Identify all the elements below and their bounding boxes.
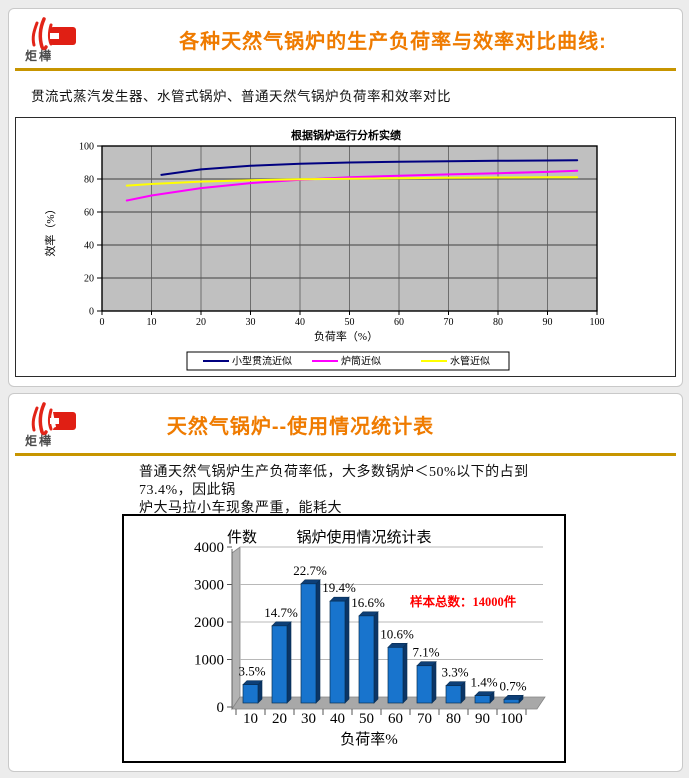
svg-text:件数: 件数: [227, 529, 257, 546]
svg-text:2000: 2000: [194, 615, 224, 631]
svg-text:40: 40: [295, 317, 305, 328]
svg-text:60: 60: [388, 711, 403, 727]
svg-text:负荷率（%）: 负荷率（%）: [314, 329, 378, 343]
slide-load-efficiency-curves: 炬樺 各种天然气锅炉的生产负荷率与效率对比曲线: 贯流式蒸汽发生器、水管式锅炉、…: [8, 8, 683, 387]
svg-text:0: 0: [217, 700, 225, 716]
svg-text:10.6%: 10.6%: [380, 626, 414, 641]
svg-text:80: 80: [84, 175, 94, 186]
slide2-body: 普通天然气锅炉生产负荷率低，大多数锅炉＜50%以下的占到73.4%，因此锅 炉大…: [139, 464, 559, 518]
svg-text:水管近似: 水管近似: [450, 355, 490, 368]
header-divider: [15, 453, 676, 456]
flame-logo-icon: [31, 402, 76, 436]
slide-usage-statistics: 炬樺 天然气锅炉--使用情况统计表 普通天然气锅炉生产负荷率低，大多数锅炉＜50…: [8, 393, 683, 772]
svg-text:0.7%: 0.7%: [499, 678, 526, 693]
logo-text: 炬樺: [25, 49, 54, 63]
svg-text:30: 30: [301, 711, 316, 727]
svg-text:3000: 3000: [194, 578, 224, 594]
logo-text: 炬樺: [25, 434, 54, 448]
svg-text:锅炉使用情况统计表: 锅炉使用情况统计表: [296, 529, 431, 546]
line-chart-svg: 根据锅炉运行分析实绩 0 10 20 30 40 50 60 70 80 90 100 0 20 40 60 8…: [43, 128, 605, 371]
svg-text:4000: 4000: [194, 540, 224, 556]
svg-text:样本总数：14000件: 样本总数：14000件: [410, 594, 517, 609]
svg-text:16.6%: 16.6%: [351, 595, 385, 610]
svg-text:50: 50: [345, 317, 355, 328]
svg-text:70: 70: [417, 711, 432, 727]
svg-text:100: 100: [590, 317, 605, 328]
line-chart-frame: 根据锅炉运行分析实绩 0 10 20 30 40 50 60 70 80 90 100 0 20 40 60 8…: [15, 117, 676, 377]
svg-text:40: 40: [84, 241, 94, 252]
svg-text:80: 80: [446, 711, 461, 727]
svg-text:负荷率%: 负荷率%: [340, 731, 398, 748]
svg-text:60: 60: [84, 208, 94, 219]
slide1-subtitle: 贯流式蒸汽发生器、水管式锅炉、普通天然气锅炉负荷率和效率对比: [31, 89, 451, 104]
header-divider: [15, 68, 676, 71]
svg-text:20: 20: [272, 711, 287, 727]
slide2-body-line2: 炉大马拉小车现象严重，能耗大: [139, 501, 342, 516]
svg-text:19.4%: 19.4%: [322, 580, 356, 595]
bar-chart-frame: 件数 锅炉使用情况统计表 0 1000 2000 3000 4000 3.5% 10 14.7% 2…: [122, 514, 566, 763]
svg-text:100: 100: [500, 711, 523, 727]
svg-text:1.4%: 1.4%: [470, 675, 497, 690]
svg-text:20: 20: [84, 274, 94, 285]
svg-text:效率（%）: 效率（%）: [43, 203, 57, 256]
svg-text:10: 10: [147, 317, 157, 328]
svg-text:小型贯流近似: 小型贯流近似: [232, 355, 292, 368]
svg-text:50: 50: [359, 711, 374, 727]
svg-text:30: 30: [246, 317, 256, 328]
slide1-title: 各种天然气锅炉的生产负荷率与效率对比曲线:: [179, 31, 607, 53]
svg-text:20: 20: [196, 317, 206, 328]
svg-text:90: 90: [475, 711, 490, 727]
flame-logo-icon: [31, 17, 76, 51]
svg-text:14.7%: 14.7%: [264, 605, 298, 620]
svg-text:80: 80: [493, 317, 503, 328]
svg-text:3.5%: 3.5%: [238, 664, 265, 679]
svg-text:1000: 1000: [194, 653, 224, 669]
svg-text:0: 0: [100, 317, 105, 328]
svg-text:100: 100: [79, 142, 94, 153]
slide2-body-line1: 普通天然气锅炉生产负荷率低，大多数锅炉＜50%以下的占到73.4%，因此锅: [139, 465, 529, 498]
svg-text:60: 60: [394, 317, 404, 328]
slide2-title: 天然气锅炉--使用情况统计表: [166, 416, 435, 438]
bar-chart-svg: 件数 锅炉使用情况统计表 0 1000 2000 3000 4000 3.5% 10 14.7% 2…: [194, 529, 546, 748]
svg-text:90: 90: [543, 317, 553, 328]
svg-text:炉筒近似: 炉筒近似: [341, 355, 381, 368]
svg-text:10: 10: [243, 711, 258, 727]
svg-text:3.3%: 3.3%: [441, 665, 468, 680]
svg-text:0: 0: [89, 307, 94, 318]
svg-text:7.1%: 7.1%: [412, 645, 439, 660]
svg-text:根据锅炉运行分析实绩: 根据锅炉运行分析实绩: [291, 128, 401, 142]
svg-text:22.7%: 22.7%: [293, 563, 327, 578]
svg-text:70: 70: [444, 317, 454, 328]
svg-text:40: 40: [330, 711, 345, 727]
